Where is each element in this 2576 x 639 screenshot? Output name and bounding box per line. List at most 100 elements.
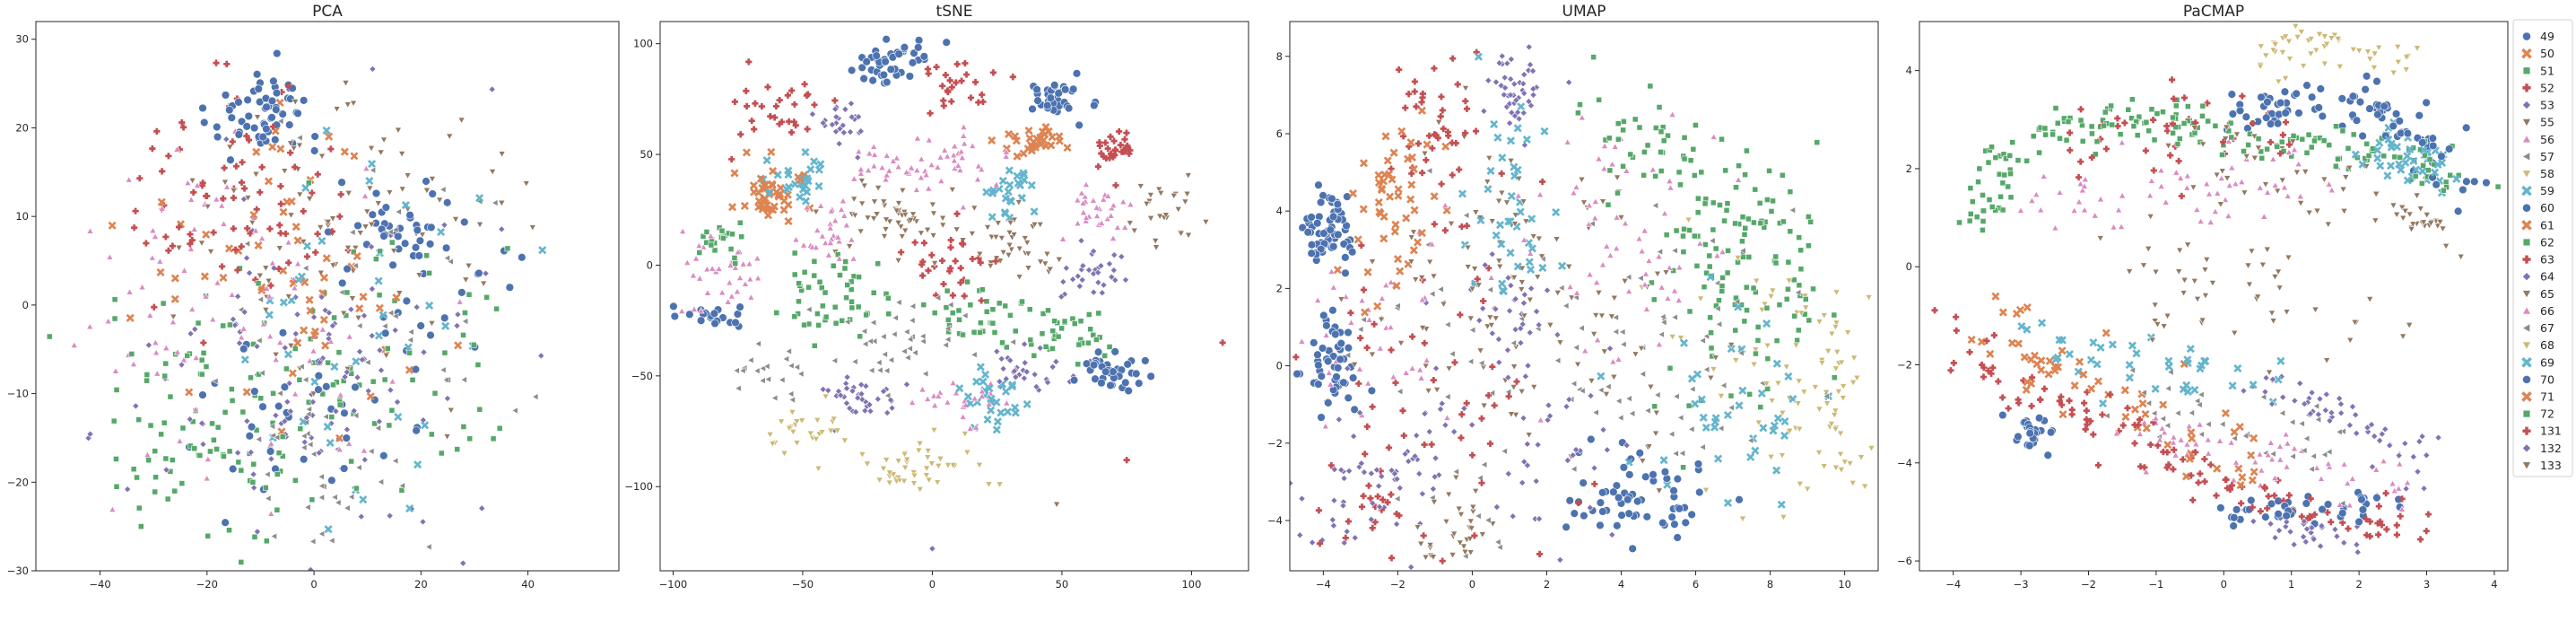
data-point xyxy=(866,400,874,408)
data-point xyxy=(999,249,1007,257)
data-point xyxy=(179,124,187,131)
data-point xyxy=(1527,249,1535,257)
data-point xyxy=(1324,398,1333,407)
data-point xyxy=(2279,131,2286,138)
data-point xyxy=(2447,171,2454,179)
data-point xyxy=(2336,64,2344,71)
data-point xyxy=(1591,214,1599,222)
data-point xyxy=(1046,93,1056,102)
data-point xyxy=(1049,363,1057,371)
data-point xyxy=(1181,198,1189,206)
data-point xyxy=(278,109,287,118)
data-point xyxy=(1438,399,1446,407)
data-point xyxy=(1141,356,1150,365)
data-point xyxy=(1460,405,1468,413)
data-point xyxy=(1565,78,1573,86)
data-point xyxy=(971,78,979,86)
legend-label: 61 xyxy=(2540,218,2554,232)
data-point xyxy=(1595,154,1603,162)
data-point xyxy=(156,258,164,265)
data-point xyxy=(2278,138,2285,145)
data-point xyxy=(1734,302,1743,311)
data-point xyxy=(1444,320,1451,328)
data-point xyxy=(2198,317,2206,324)
data-point xyxy=(2290,145,2299,153)
data-point xyxy=(2431,168,2440,177)
data-point xyxy=(128,351,135,357)
data-point xyxy=(2417,536,2424,543)
data-point xyxy=(1344,328,1353,337)
data-point xyxy=(1002,148,1011,155)
data-point xyxy=(1694,209,1701,216)
data-point xyxy=(1565,496,1574,505)
data-point xyxy=(439,186,447,194)
data-point xyxy=(1736,162,1742,169)
data-point xyxy=(2289,452,2296,460)
data-point xyxy=(1342,221,1351,231)
data-point xyxy=(2290,133,2297,139)
data-point xyxy=(1526,328,1534,337)
data-point xyxy=(883,391,892,399)
data-point xyxy=(1706,252,1713,259)
data-point xyxy=(2262,52,2270,60)
data-point xyxy=(1425,427,1433,436)
legend-marker xyxy=(2521,220,2532,231)
data-point xyxy=(1413,238,1423,247)
data-point xyxy=(301,183,310,192)
data-point xyxy=(267,440,275,447)
data-point xyxy=(959,413,967,420)
data-point xyxy=(1307,249,1316,258)
data-point xyxy=(1527,284,1536,293)
data-point xyxy=(300,443,308,451)
data-point xyxy=(1853,374,1861,382)
data-point xyxy=(1662,269,1670,276)
data-point xyxy=(2470,177,2479,187)
y-tick-label: 20 xyxy=(15,121,29,134)
data-point xyxy=(1498,285,1508,295)
data-point xyxy=(1520,312,1528,320)
data-point xyxy=(1344,364,1352,372)
data-point xyxy=(1797,266,1805,273)
data-point xyxy=(1417,228,1426,238)
data-point xyxy=(2139,262,2148,269)
data-point xyxy=(465,262,473,270)
data-point xyxy=(1318,344,1327,353)
data-point xyxy=(1068,84,1078,93)
data-point xyxy=(1596,96,1603,103)
data-point xyxy=(1412,276,1420,284)
data-point xyxy=(975,255,982,262)
data-point xyxy=(222,136,231,144)
data-point xyxy=(1598,198,1607,206)
data-point xyxy=(2160,109,2166,115)
data-point xyxy=(1702,332,1710,340)
data-point xyxy=(1484,76,1493,84)
data-point xyxy=(228,464,238,474)
data-point xyxy=(1530,384,1538,391)
data-point xyxy=(441,243,451,253)
y-tick-label: −2 xyxy=(1267,437,1283,450)
data-point xyxy=(340,147,349,156)
data-point xyxy=(1478,531,1487,538)
data-point xyxy=(203,363,210,370)
data-point xyxy=(1383,156,1392,165)
data-point xyxy=(919,337,927,346)
data-point xyxy=(888,404,896,412)
y-tick-label: −50 xyxy=(631,370,653,382)
data-point xyxy=(1316,197,1326,207)
data-point xyxy=(1407,258,1415,266)
data-point xyxy=(843,373,851,381)
legend-marker xyxy=(2521,170,2532,179)
data-point xyxy=(138,283,146,291)
legend-marker xyxy=(2522,66,2531,74)
data-point xyxy=(2186,345,2195,354)
data-point xyxy=(918,261,926,268)
legend-label: 56 xyxy=(2540,133,2554,146)
data-point xyxy=(328,414,335,421)
data-point xyxy=(2023,325,2032,334)
data-point xyxy=(2058,346,2067,355)
data-point xyxy=(901,451,909,459)
data-point xyxy=(269,123,277,130)
data-point xyxy=(2427,220,2435,227)
data-point xyxy=(1590,54,1597,60)
data-point xyxy=(1754,324,1762,330)
